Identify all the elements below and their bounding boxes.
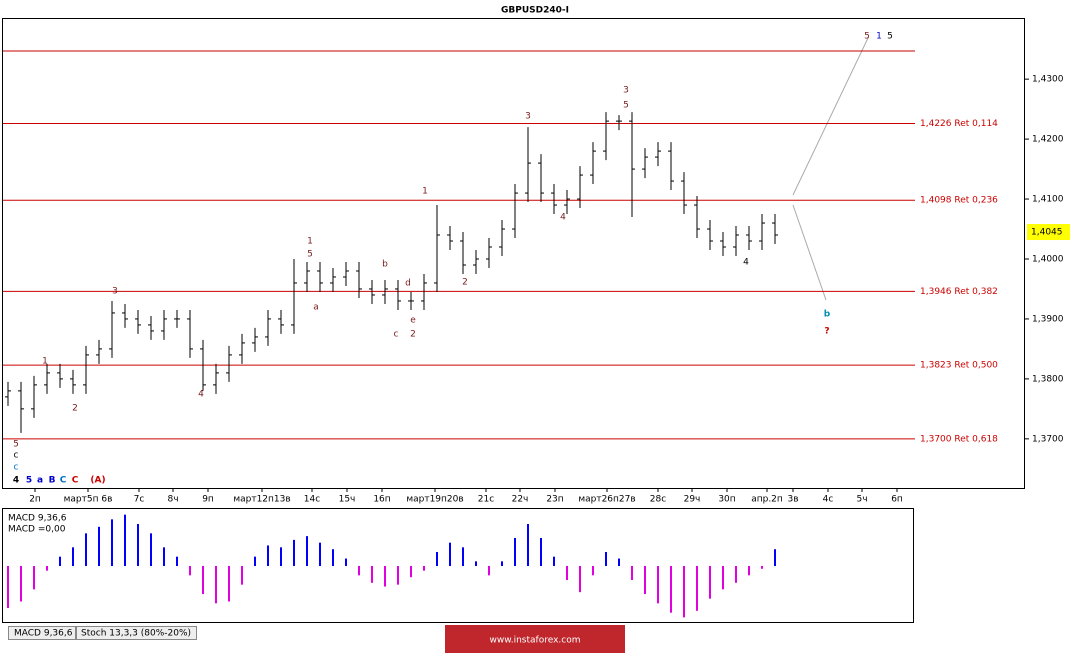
level-label: 1,4098 Ret 0,236 <box>920 196 998 206</box>
x-tick-label: 28с <box>650 495 666 505</box>
current-price-label: 1,4045 <box>1031 228 1063 238</box>
y-tick-label: 1,3800 <box>1032 374 1064 384</box>
level-label: 1,3823 Ret 0,500 <box>920 361 998 371</box>
x-tick-label: 14с <box>304 495 320 505</box>
macd-value: MACD =0,00 <box>8 525 66 535</box>
wave-label: 1 <box>42 357 48 367</box>
tab-label[interactable]: MACD 9,36,6 <box>14 629 73 639</box>
wave-label: 4 <box>560 213 566 223</box>
wave-label: C <box>72 476 79 486</box>
x-tick-label: 23п <box>546 495 563 505</box>
wave-label: 2 <box>72 404 78 414</box>
wave-label: e <box>410 316 416 326</box>
wave-label: a <box>37 476 43 486</box>
y-tick-label: 1,3700 <box>1032 434 1064 444</box>
wave-label: ? <box>824 327 829 337</box>
wave-label: 4 <box>743 258 749 268</box>
projection-line <box>792 204 827 301</box>
x-tick-label: апр.2п <box>751 495 783 505</box>
wave-label: 3 <box>623 86 629 96</box>
x-tick-label: март19п20в <box>406 495 463 505</box>
x-tick-label: март12п13в <box>233 495 290 505</box>
wave-label: 4 <box>198 390 204 400</box>
tab[interactable] <box>8 626 76 640</box>
wave-label: 1 <box>876 32 882 42</box>
wave-label: 3 <box>525 112 531 122</box>
y-tick-label: 1,4200 <box>1032 135 1064 145</box>
wave-label: 5 <box>887 32 893 42</box>
wave-label: 4 <box>13 476 19 486</box>
watermark-box <box>445 625 625 653</box>
wave-label: a <box>313 303 319 313</box>
wave-label: d <box>405 279 411 289</box>
level-label: 1,3946 Ret 0,382 <box>920 287 998 297</box>
wave-label: 3 <box>112 287 118 297</box>
chart-title: GBPUSD240-I <box>501 6 569 16</box>
wave-label: 2 <box>462 278 468 288</box>
current-price-box <box>1027 224 1070 241</box>
level-label: 1,4226 Ret 0,114 <box>920 119 998 129</box>
macd-label: MACD 9,36,6 <box>8 514 67 524</box>
x-tick-label: 8ч <box>167 495 178 505</box>
x-tick-label: 16п <box>373 495 390 505</box>
watermark: www.instaforex.com <box>489 636 580 646</box>
level-label: 1,3700 Ret 0,618 <box>920 434 998 444</box>
wave-label: 2 <box>410 330 416 340</box>
wave-label: 1 <box>422 187 428 197</box>
wave-label: B <box>49 476 56 486</box>
tab-label[interactable]: Stoch 13,3,3 (80%-20%) <box>81 629 191 639</box>
wave-label: 5 <box>864 32 870 42</box>
wave-label: c <box>14 451 19 461</box>
x-tick-label: 7с <box>134 495 145 505</box>
plot-frame <box>2 18 1025 489</box>
x-tick-label: 3в <box>787 495 798 505</box>
macd-frame <box>2 508 914 623</box>
x-tick-label: 6п <box>891 495 903 505</box>
wave-label: c <box>394 330 399 340</box>
tab[interactable] <box>76 626 197 640</box>
x-tick-label: 9п <box>202 495 214 505</box>
x-tick-label: 15ч <box>339 495 356 505</box>
x-tick-label: 22ч <box>512 495 529 505</box>
y-tick-label: 1,4100 <box>1032 195 1064 205</box>
wave-label: 5 <box>13 440 19 450</box>
x-tick-label: 29ч <box>684 495 701 505</box>
x-tick-label: 4с <box>823 495 834 505</box>
x-tick-label: 5ч <box>856 495 867 505</box>
wave-label: c <box>14 463 19 473</box>
wave-label: 5 <box>307 250 313 260</box>
wave-label: 5 <box>26 476 32 486</box>
x-tick-label: 2п <box>29 495 41 505</box>
wave-label: b <box>382 260 388 270</box>
y-tick-label: 1,4300 <box>1032 75 1064 85</box>
x-tick-label: 21с <box>478 495 494 505</box>
x-tick-label: март26п27в <box>578 495 635 505</box>
y-tick-label: 1,4000 <box>1032 254 1064 264</box>
wave-label: b <box>824 310 831 320</box>
wave-label: (A) <box>90 476 105 486</box>
y-tick-label: 1,3900 <box>1032 314 1064 324</box>
projection-line <box>792 37 869 196</box>
x-tick-label: 30п <box>718 495 735 505</box>
wave-label: C <box>60 476 67 486</box>
wave-label: 1 <box>307 237 313 247</box>
x-tick-label: март5п 6в <box>64 495 113 505</box>
wave-label: 5 <box>623 101 629 111</box>
